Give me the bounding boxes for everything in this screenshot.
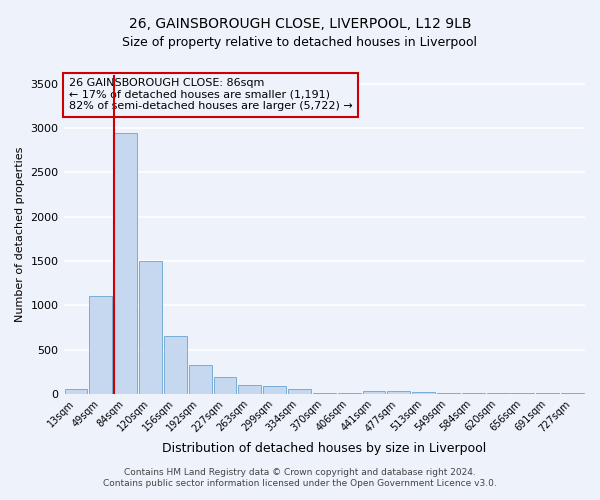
Bar [238,385,261,394]
Text: Contains HM Land Registry data © Crown copyright and database right 2024.
Contai: Contains HM Land Registry data © Crown c… [103,468,497,487]
Bar [214,378,236,394]
Text: 26 GAINSBOROUGH CLOSE: 86sqm
← 17% of detached houses are smaller (1,191)
82% of: 26 GAINSBOROUGH CLOSE: 86sqm ← 17% of de… [69,78,353,112]
Bar [65,389,88,394]
Y-axis label: Number of detached properties: Number of detached properties [15,146,25,322]
Bar [388,392,410,394]
Bar [89,296,112,394]
Bar [362,390,385,394]
Bar [164,336,187,394]
Bar [188,364,212,394]
Bar [263,386,286,394]
Text: 26, GAINSBOROUGH CLOSE, LIVERPOOL, L12 9LB: 26, GAINSBOROUGH CLOSE, LIVERPOOL, L12 9… [129,18,471,32]
Bar [139,261,162,394]
Bar [114,132,137,394]
Bar [288,389,311,394]
X-axis label: Distribution of detached houses by size in Liverpool: Distribution of detached houses by size … [162,442,487,455]
Bar [412,392,435,394]
Text: Size of property relative to detached houses in Liverpool: Size of property relative to detached ho… [122,36,478,49]
